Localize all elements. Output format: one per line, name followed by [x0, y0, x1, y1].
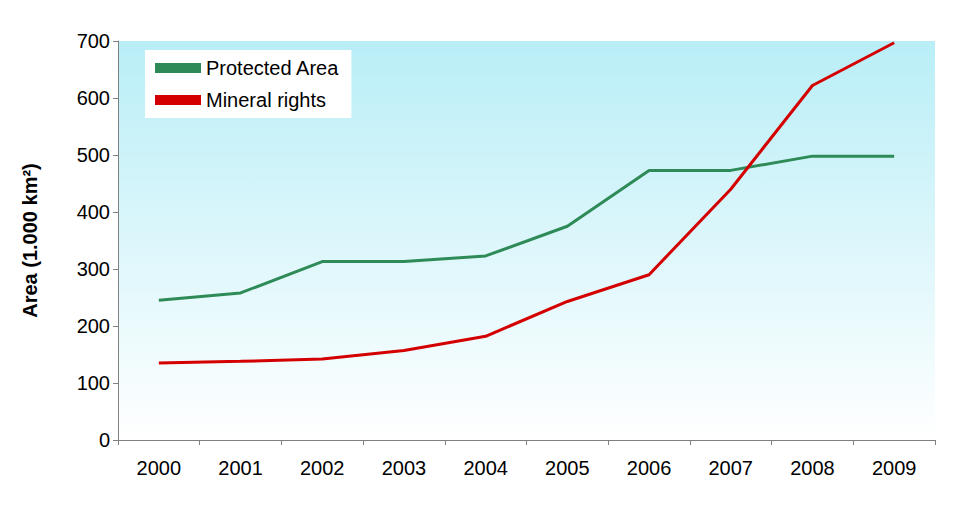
- svg-text:2006: 2006: [627, 457, 672, 479]
- svg-text:2007: 2007: [709, 457, 754, 479]
- svg-text:200: 200: [77, 315, 110, 337]
- svg-text:0: 0: [99, 429, 110, 451]
- svg-text:2009: 2009: [872, 457, 917, 479]
- svg-text:Mineral rights: Mineral rights: [206, 89, 326, 111]
- svg-text:100: 100: [77, 372, 110, 394]
- svg-text:300: 300: [77, 258, 110, 280]
- svg-text:Area (1.000 km²): Area (1.000 km²): [19, 163, 41, 318]
- svg-text:2001: 2001: [218, 457, 262, 479]
- svg-text:2003: 2003: [382, 457, 427, 479]
- svg-text:2000: 2000: [137, 457, 182, 479]
- svg-text:2004: 2004: [463, 457, 508, 479]
- svg-text:700: 700: [77, 30, 110, 52]
- svg-text:600: 600: [77, 87, 110, 109]
- svg-text:Protected Area: Protected Area: [206, 57, 339, 79]
- svg-text:2008: 2008: [790, 457, 835, 479]
- svg-text:2005: 2005: [545, 457, 590, 479]
- svg-text:400: 400: [77, 201, 110, 223]
- svg-text:500: 500: [77, 144, 110, 166]
- svg-text:2002: 2002: [300, 457, 345, 479]
